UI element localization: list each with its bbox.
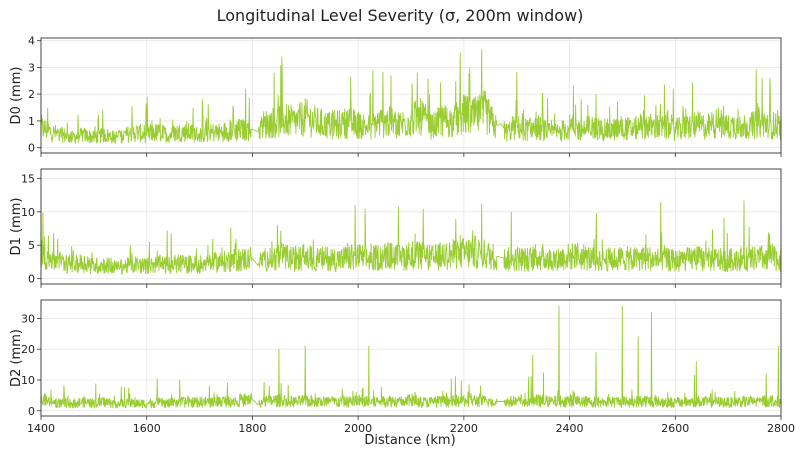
x-tick-label-4: 2200 [450,422,478,435]
x-axis-label: Distance (km) [364,433,455,448]
y-tick-label-1-2: 2 [28,88,35,101]
series-line-1 [40,48,782,144]
x-tick-label-1: 1600 [133,422,161,435]
y-tick-label-3-2: 20 [21,343,35,356]
y-tick-label-1-0: 0 [28,142,35,155]
plot-frame-2 [40,168,782,285]
plot-frame-1 [40,37,782,154]
x-tick-label-5: 2400 [556,422,584,435]
y-tick-label-2-3: 15 [21,172,35,185]
panel-1: 0 1 2 3 4 D0 (mm) [9,35,782,157]
y-tick-label-1-3: 3 [28,61,35,74]
y-axis-label-1: D0 (mm) [9,67,24,125]
x-tick-label-3: 2000 [344,422,372,435]
y-tick-label-2-1: 5 [28,239,35,252]
panel-2: 0 5 10 15 D1 (mm) [9,168,782,288]
x-tick-label-0: 1400 [27,422,55,435]
y-tick-label-3-1: 10 [21,374,35,387]
y-tick-label-1-1: 1 [28,115,35,128]
series-line-3 [40,305,782,409]
panels-group: 0 1 2 3 4 D0 (mm) 0 5 10 15 D1 (mm) 0 10 20 30 1400 1600… [9,35,795,435]
series-line-2 [40,200,782,275]
panel-3: 0 10 20 30 1400 1600 1800 2000 2200 2400 2600 2800 D… [9,299,795,435]
y-axis-label-2: D1 (mm) [9,198,24,256]
y-tick-label-2-2: 10 [21,206,35,219]
x-tick-label-7: 2800 [767,422,795,435]
y-tick-label-3-3: 30 [21,312,35,325]
y-tick-label-1-4: 4 [28,35,35,48]
chart-title: Longitudinal Level Severity (σ, 200m win… [217,6,584,25]
y-tick-label-2-0: 0 [28,273,35,286]
x-tick-label-2: 1800 [238,422,266,435]
plot-frame-3 [40,299,782,417]
x-tick-label-6: 2600 [661,422,689,435]
y-axis-label-3: D2 (mm) [9,329,24,387]
y-tick-label-3-0: 0 [28,405,35,418]
